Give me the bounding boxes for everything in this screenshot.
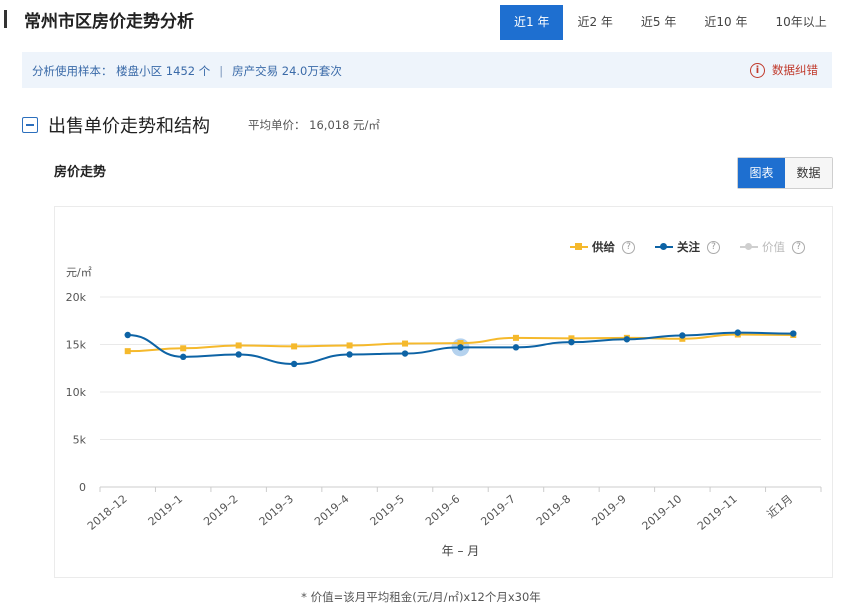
sample-info-bar: 分析使用样本： 楼盘小区 1452 个 | 房产交易 24.0万套次 i 数据纠错 — [22, 52, 832, 88]
data-point-attention — [401, 350, 409, 357]
x-tick-label: 2019–10 — [640, 492, 685, 532]
legend-attention-marker — [655, 242, 673, 252]
error-report-link[interactable]: i 数据纠错 — [750, 62, 818, 78]
x-tick-label: 2019–9 — [589, 492, 628, 528]
data-point-attention — [623, 336, 631, 343]
help-icon[interactable]: ? — [622, 240, 635, 254]
range-tab-2y[interactable]: 近2 年 — [577, 15, 613, 29]
sample-count: 分析使用样本： 楼盘小区 1452 个 — [32, 64, 211, 78]
range-tabs: 近1 年 近2 年 近5 年 近10 年 10年以上 — [500, 5, 841, 40]
x-tick-label: 2019–2 — [201, 492, 240, 528]
data-point-supply — [124, 348, 131, 355]
legend-item-value[interactable]: 价值 ? — [740, 239, 805, 255]
x-tick-label: 2019–7 — [479, 492, 518, 528]
average-price: 平均单价： 16,018 元/㎡ — [248, 118, 380, 132]
data-point-supply — [235, 342, 242, 349]
x-tick-label: 2018–12 — [85, 492, 130, 532]
x-tick-label: 2019–8 — [534, 492, 573, 528]
title-bar: 常州市区房价走势分析 近1 年 近2 年 近5 年 近10 年 10年以上 — [0, 0, 842, 44]
y-tick-label: 15k — [66, 339, 87, 352]
data-point-attention — [679, 332, 686, 339]
x-tick-label: 2019–3 — [257, 492, 296, 528]
footnote: * 价值=该月平均租金(元/月/㎡)x12个月x30年 — [301, 590, 541, 604]
data-point-supply — [346, 342, 353, 349]
collapse-icon[interactable] — [22, 117, 38, 133]
data-point-supply — [402, 340, 409, 347]
x-tick-label: 2019–4 — [312, 492, 351, 528]
data-point-supply — [568, 335, 575, 342]
section-header: 出售单价走势和结构 平均单价： 16,018 元/㎡ — [22, 110, 380, 140]
range-tab-10y[interactable]: 近10 年 — [704, 15, 748, 29]
data-point-attention — [179, 353, 187, 361]
data-point-supply — [512, 334, 519, 341]
data-point-attention — [568, 338, 575, 346]
x-tick-label: 近1月 — [765, 492, 796, 521]
data-point-attention — [290, 360, 298, 368]
y-tick-label: 10k — [66, 386, 87, 399]
chart-heading: 房价走势 — [54, 165, 107, 180]
page-title: 常州市区房价走势分析 — [24, 12, 194, 32]
section-title: 出售单价走势和结构 — [48, 116, 210, 137]
sample-info: 分析使用样本： 楼盘小区 1452 个 | 房产交易 24.0万套次 — [32, 63, 342, 79]
legend-item-attention[interactable]: 关注 ? — [655, 239, 720, 255]
y-tick-label: 0 — [79, 481, 86, 494]
data-point-attention — [346, 351, 353, 358]
data-point-supply — [679, 335, 686, 342]
range-tab-5y[interactable]: 近5 年 — [640, 15, 677, 29]
info-separator: | — [219, 64, 224, 78]
data-point-attention — [790, 330, 797, 337]
data-point-attention — [512, 344, 520, 351]
data-view-button[interactable]: 数据 — [785, 158, 832, 188]
chart-container — [54, 206, 833, 578]
data-point-attention — [457, 344, 464, 351]
range-tab-10y-plus[interactable]: 10年以上 — [775, 15, 827, 29]
view-toggle: 图表 数据 — [737, 157, 833, 189]
x-tick-label: 2019–5 — [368, 492, 407, 528]
y-axis-label: 元/㎡ — [66, 266, 92, 279]
legend-supply-label: 供给 — [592, 240, 615, 254]
data-point-supply — [291, 343, 298, 350]
data-point-attention — [235, 351, 242, 358]
help-icon[interactable]: ? — [792, 240, 805, 254]
data-point-supply — [180, 345, 187, 352]
y-tick-label: 20k — [66, 291, 87, 304]
y-tick-label: 5k — [73, 434, 87, 447]
x-tick-label: 2019–6 — [423, 492, 462, 528]
data-point-supply — [457, 340, 464, 347]
x-axis-label: 年 – 月 — [442, 544, 480, 558]
chart-view-button[interactable]: 图表 — [738, 158, 785, 188]
info-alert-icon: i — [750, 62, 765, 78]
transaction-count: 房产交易 24.0万套次 — [232, 64, 342, 78]
chart-legend: 供给 ? 关注 ? 价值 ? — [570, 239, 825, 255]
title-accent-bar — [4, 10, 7, 28]
x-tick-label: 2019–11 — [695, 492, 740, 532]
range-tab-1y[interactable]: 近1 年 — [500, 5, 564, 40]
legend-item-supply[interactable]: 供给 ? — [570, 239, 635, 255]
help-icon[interactable]: ? — [707, 240, 720, 254]
legend-value-marker — [740, 242, 758, 252]
data-point-attention — [734, 329, 742, 336]
error-report-label: 数据纠错 — [772, 63, 818, 77]
legend-supply-marker — [570, 242, 588, 252]
legend-value-label: 价值 — [762, 240, 785, 254]
data-point-attention — [124, 331, 131, 339]
x-tick-label: 2019–1 — [146, 492, 185, 528]
legend-attention-label: 关注 — [677, 240, 700, 254]
